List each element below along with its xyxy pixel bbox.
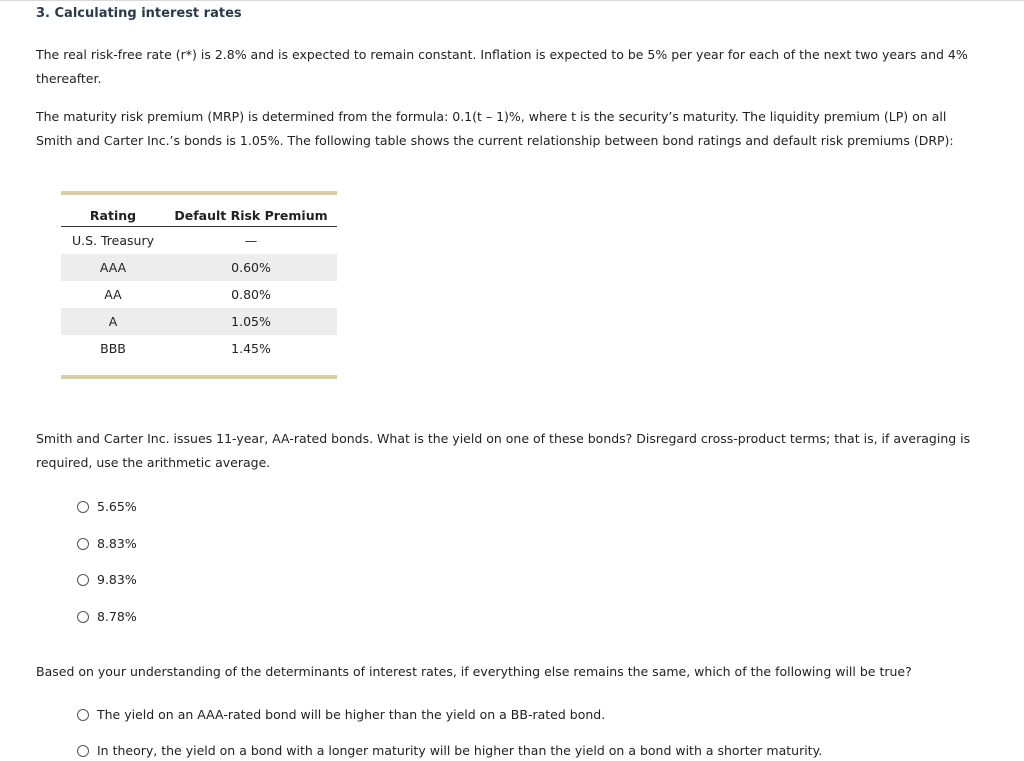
drp-cell: 0.80% [231,287,271,302]
option-label: 5.65% [97,499,137,514]
radio-button[interactable] [77,708,89,721]
rating-cell: BBB [100,341,126,356]
rating-cell: AA [104,287,122,302]
drp-cell: 1.45% [231,341,271,356]
option-label: 9.83% [97,572,137,587]
radio-button[interactable] [77,500,89,513]
option-label: In theory, the yield on a bond with a lo… [97,743,823,758]
radio-button[interactable] [77,610,89,623]
drp-table-container: Rating Default Risk Premium U.S. Treasur… [61,191,337,379]
rating-cell: A [61,308,165,335]
rating-cell: U.S. Treasury [72,233,154,248]
table-row: AA 0.80% [61,281,337,308]
top-divider [0,0,1024,1]
paragraph-risk-free-rate: The real risk-free rate (r*) is 2.8% and… [36,47,968,86]
radio-button[interactable] [77,537,89,550]
radio-button[interactable] [77,744,89,757]
drp-table: Rating Default Risk Premium U.S. Treasur… [61,204,337,362]
option-label: The yield on an AAA-rated bond will be h… [97,707,606,722]
table-row: A 1.05% [61,308,337,335]
header-drp: Default Risk Premium [165,204,337,227]
table-row: AAA 0.60% [61,254,337,281]
table-bottom-bar [61,375,337,379]
table-top-bar [61,191,337,195]
yield-option-3[interactable]: 9.83% [77,572,137,587]
paragraph-question-determinants: Based on your understanding of the deter… [36,664,912,679]
yield-option-2[interactable]: 8.83% [77,536,137,551]
drp-cell: 1.05% [165,308,337,335]
yield-option-4[interactable]: 8.78% [77,609,137,624]
rating-cell: AAA [61,254,165,281]
paragraph-mrp-lp: The maturity risk premium (MRP) is deter… [36,109,954,148]
header-rating: Rating [61,204,165,227]
option-label: 8.78% [97,609,137,624]
option-label: 8.83% [97,536,137,551]
statement-option-1[interactable]: The yield on an AAA-rated bond will be h… [77,707,605,722]
paragraph-question-yield: Smith and Carter Inc. issues 11-year, AA… [36,431,971,470]
drp-cell: — [244,233,258,248]
question-title: 3. Calculating interest rates [36,6,242,21]
table-row: U.S. Treasury — [61,227,337,255]
radio-button[interactable] [77,573,89,586]
table-row: BBB 1.45% [61,335,337,362]
table-header-row: Rating Default Risk Premium [61,204,337,227]
statement-option-2[interactable]: In theory, the yield on a bond with a lo… [77,743,822,758]
yield-option-1[interactable]: 5.65% [77,499,137,514]
drp-cell: 0.60% [165,254,337,281]
